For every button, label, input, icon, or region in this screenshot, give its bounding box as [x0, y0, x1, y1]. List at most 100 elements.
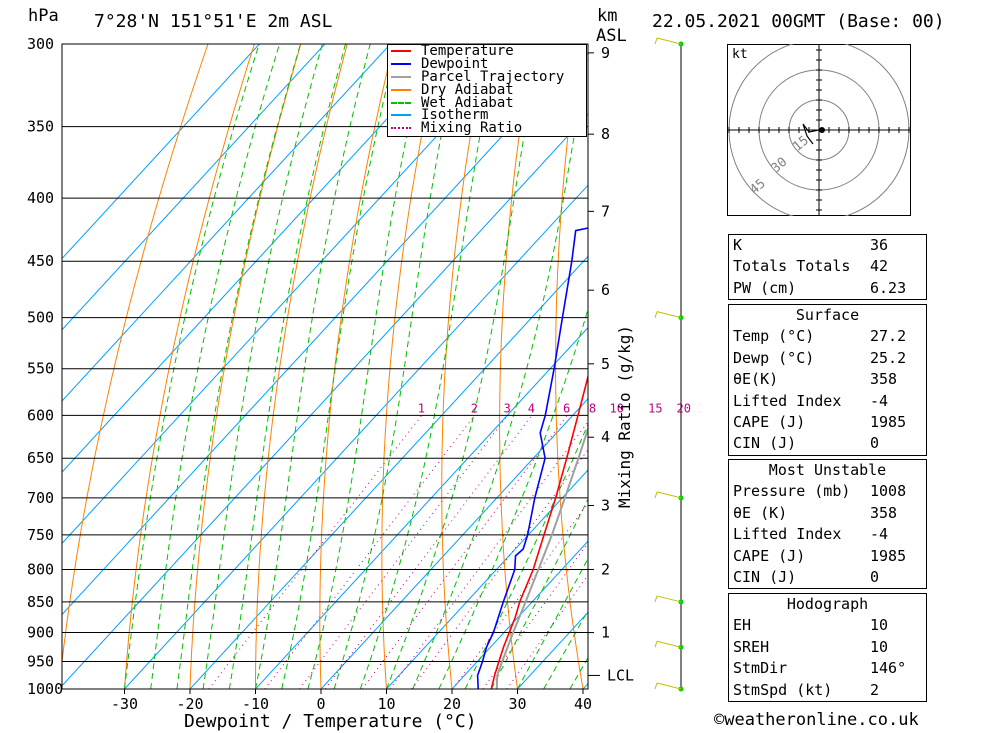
pressure-tick-label: 850	[27, 593, 54, 611]
mixing-ratio-line	[411, 448, 588, 689]
pressure-tick-label: 400	[27, 189, 54, 207]
mixing-ratio-label: 2	[471, 401, 478, 415]
pressure-tick-label: 900	[27, 624, 54, 642]
info-value: 36	[870, 236, 889, 254]
mixing-ratio-axis-label: Mixing Ratio (g/kg)	[615, 325, 634, 508]
mixing-ratio-line	[389, 421, 588, 689]
info-value: 25.2	[870, 348, 907, 367]
isotherm-line	[451, 540, 588, 689]
info-row: PW (cm) 6.23	[729, 278, 926, 299]
isotherm-line	[624, 7, 700, 715]
surface-table: Surface Temp (°C) 27.2 Dewp (°C) 25.2 θE(K) 3…	[728, 304, 927, 456]
info-label: θE(K)	[733, 370, 779, 389]
info-label: Pressure (mb)	[733, 482, 851, 501]
info-label: SREH	[733, 637, 770, 656]
legend-item: Dewpoint	[388, 57, 586, 71]
legend-label: Wet Adiabat	[421, 94, 514, 111]
info-row: CIN (J) 0	[729, 433, 926, 454]
dry-adiabat-line	[189, 44, 302, 689]
info-label: Lifted Index	[733, 525, 842, 544]
info-row: Dewp (°C) 25.2	[729, 348, 926, 369]
pressure-tick-label: 450	[27, 252, 54, 270]
info-label: θE (K)	[733, 503, 788, 522]
mixing-ratio-label: 25	[699, 401, 700, 415]
hodograph-trace	[802, 123, 820, 145]
mixing-ratio-line	[264, 414, 476, 689]
info-row: CIN (J) 0	[729, 567, 926, 588]
info-label: Temp (°C)	[733, 327, 815, 346]
isotherm-line	[254, 326, 588, 689]
dry-adiabat-line	[319, 44, 395, 689]
dry-adiabat-line	[123, 44, 255, 689]
dry-adiabat-line	[499, 44, 534, 689]
storm-motion-marker	[819, 127, 825, 133]
info-value: 10	[870, 616, 889, 635]
wind-barb	[654, 311, 682, 319]
info-value: 1985	[870, 412, 907, 431]
copyright-link[interactable]: ©weatheronline.co.uk	[714, 710, 919, 730]
wet-adiabat-line	[176, 44, 302, 689]
wet-adiabat-line	[386, 44, 541, 689]
info-label: Dewp (°C)	[733, 348, 815, 367]
location-title: 7°28'N 151°51'E 2m ASL	[94, 11, 333, 32]
pressure-tick-label: 950	[27, 653, 54, 671]
legend-swatch	[391, 50, 411, 53]
isotherm-line	[62, 44, 326, 331]
pressure-unit-label: hPa	[28, 6, 59, 26]
legend-swatch	[391, 75, 411, 78]
parcel-trajectory-line	[495, 425, 588, 689]
dry-adiabat-line	[441, 44, 488, 689]
wet-adiabat-line	[124, 44, 260, 689]
wind-barb	[654, 37, 682, 45]
info-row: K 36	[729, 235, 926, 256]
info-value: 1008	[870, 482, 907, 501]
isotherm-line	[385, 469, 588, 689]
info-value: -4	[870, 391, 889, 410]
datetime-title: 22.05.2021 00GMT (Base: 00)	[652, 11, 945, 32]
legend-item: Isotherm	[388, 108, 586, 122]
hodograph-table-title: Hodograph	[786, 595, 869, 613]
info-label: Lifted Index	[733, 391, 842, 410]
legend: Temperature Dewpoint Parcel Trajectory Dry …	[387, 44, 587, 137]
info-label: Totals Totals	[733, 257, 851, 276]
pressure-tick-label: 350	[27, 118, 54, 136]
pressure-tick-label: 650	[27, 449, 54, 467]
info-row: θE (K) 358	[729, 503, 926, 524]
mixing-ratio-line	[208, 414, 423, 689]
legend-item: Wet Adiabat	[388, 94, 586, 111]
legend-label: Parcel Trajectory	[421, 68, 565, 85]
wind-barb	[654, 682, 682, 690]
legend-swatch	[391, 63, 411, 66]
info-row: StmSpd (kt) 2	[729, 680, 926, 701]
info-value: 6.23	[870, 278, 907, 297]
x-axis-label: Dewpoint / Temperature (°C)	[184, 711, 477, 732]
temperature-tick-label: 10	[377, 695, 395, 713]
isotherm-line	[62, 44, 392, 402]
pressure-tick-label: 750	[27, 526, 54, 544]
temperature-tick-label: -30	[111, 695, 138, 713]
pressure-tick-label: 700	[27, 489, 54, 507]
wet-adiabat-line	[150, 44, 281, 689]
dry-adiabat-line	[381, 44, 441, 689]
legend-item: Temperature	[388, 44, 586, 58]
height-tick-label: 6	[601, 281, 610, 299]
isotherm-line	[320, 398, 588, 689]
info-row: Lifted Index -4	[729, 391, 926, 412]
info-row: CAPE (J) 1985	[729, 546, 926, 567]
info-value: 10	[870, 637, 889, 656]
info-row: θE(K) 358	[729, 369, 926, 390]
mixing-ratio-label: 1	[418, 401, 425, 415]
dry-adiabat-line	[255, 44, 348, 689]
info-row: Temp (°C) 27.2	[729, 326, 926, 347]
info-value: 358	[870, 370, 898, 389]
isotherm-line	[189, 255, 588, 689]
legend-swatch	[391, 101, 411, 104]
info-label: K	[733, 236, 743, 254]
info-label: CIN (J)	[733, 434, 797, 453]
temperature-tick-label: 20	[443, 695, 461, 713]
mixing-ratio-label: 3	[504, 401, 511, 415]
most-unstable-title: Most Unstable	[768, 461, 887, 479]
most-unstable-table: Most Unstable Pressure (mb) 1008 θE (K) 358…	[728, 459, 927, 590]
legend-swatch	[391, 114, 411, 117]
